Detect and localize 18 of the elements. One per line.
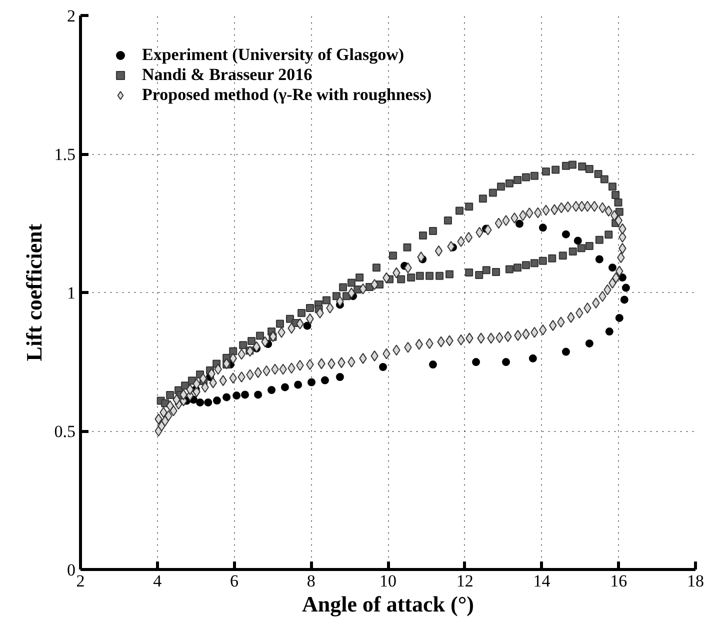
x-axis-title: Angle of attack (°) xyxy=(302,592,474,616)
y-axis-title: Lift coefficient xyxy=(21,223,46,362)
y-tick-label: 2 xyxy=(67,6,76,26)
x-tick-label: 6 xyxy=(230,572,238,590)
x-tick-label: 4 xyxy=(153,572,162,590)
y-tick-label: 0 xyxy=(67,560,76,580)
y-tick-label: 0.5 xyxy=(54,422,76,441)
legend-label: Experiment (University of Glasgow) xyxy=(142,45,404,65)
legend-label: Nandi & Brasseur 2016 xyxy=(142,65,312,85)
x-tick-label: 8 xyxy=(306,572,316,590)
x-tick-label: 12 xyxy=(456,572,474,590)
x-tick-label: 10 xyxy=(380,572,396,590)
x-tick-label: 18 xyxy=(687,572,704,590)
y-tick-label: 1.5 xyxy=(54,145,76,164)
y-tick-label: 1 xyxy=(67,284,76,302)
x-tick-label: 16 xyxy=(610,572,628,590)
x-tick-label: 14 xyxy=(533,572,551,590)
legend-label: Proposed method (γ-Re with roughness) xyxy=(142,85,432,105)
